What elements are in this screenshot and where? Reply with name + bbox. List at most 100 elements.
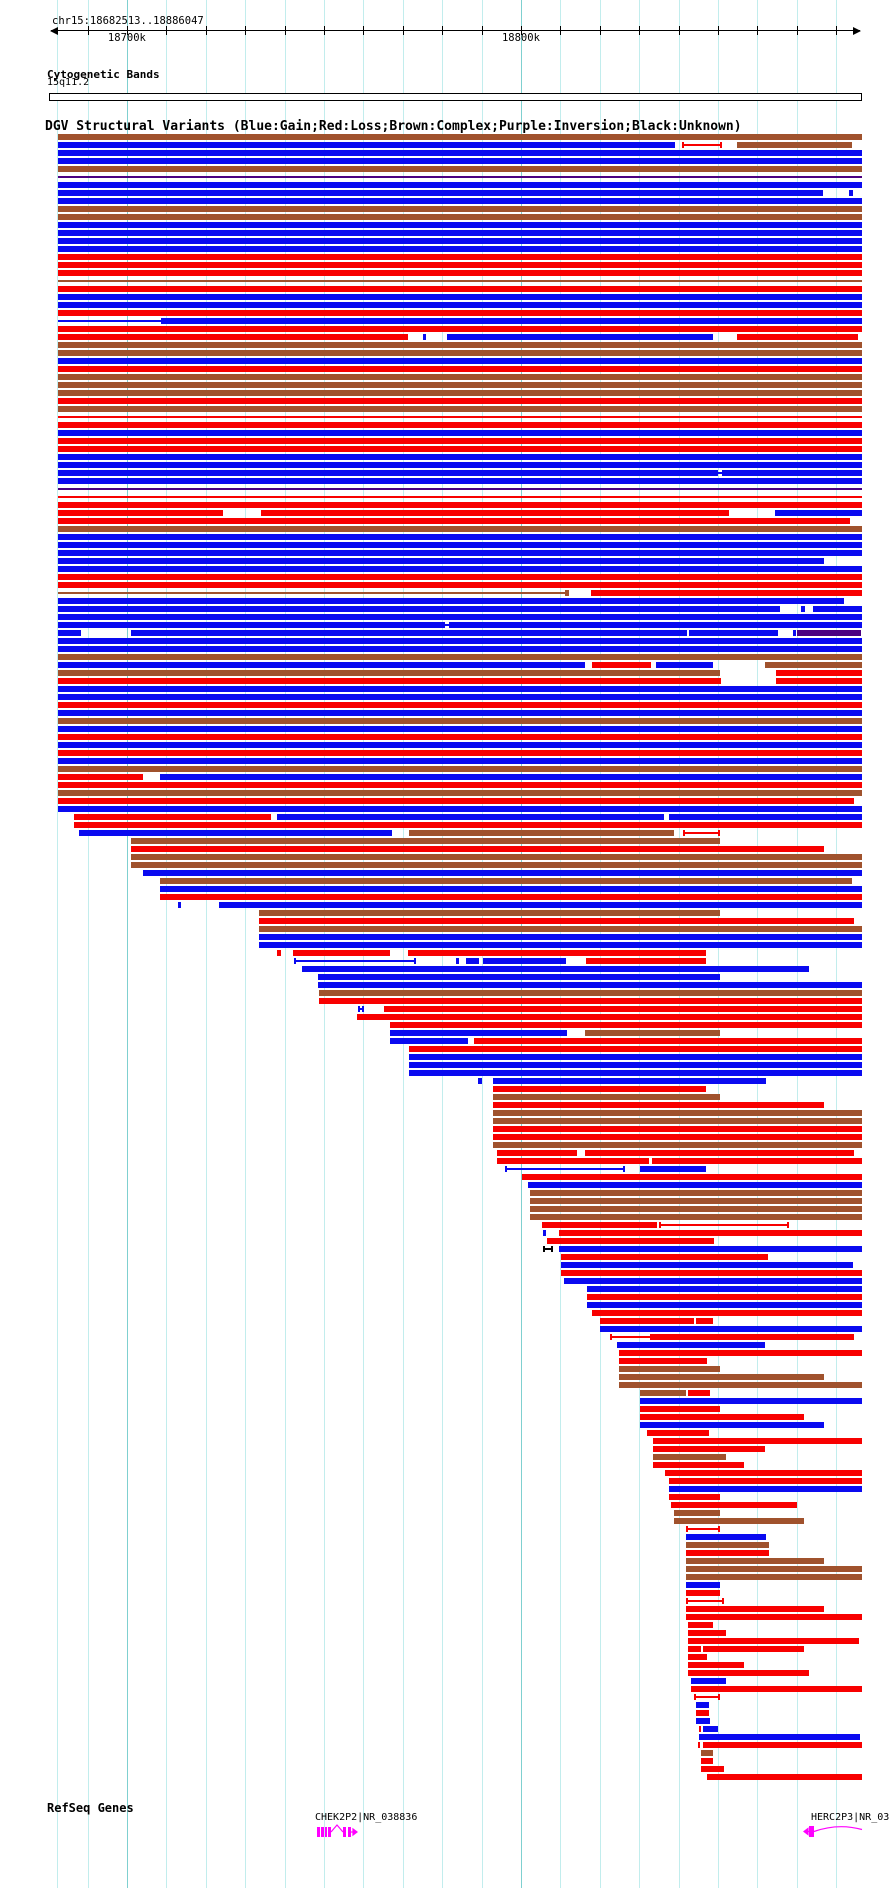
variant-line[interactable] [58, 496, 862, 498]
variant-bar[interactable] [688, 1662, 744, 1668]
variant-bar[interactable] [58, 430, 862, 436]
variant-ibeam[interactable] [694, 1694, 720, 1700]
variant-bar[interactable] [585, 1030, 720, 1036]
variant-bar[interactable] [699, 1734, 860, 1740]
variant-bar[interactable] [674, 1510, 720, 1516]
variant-tick[interactable] [423, 334, 426, 340]
variant-bar[interactable] [686, 1614, 862, 1620]
variant-bar[interactable] [58, 158, 862, 164]
variant-bar[interactable] [58, 454, 862, 460]
variant-bar[interactable] [797, 630, 861, 636]
variant-bar[interactable] [259, 942, 862, 948]
variant-bar[interactable] [74, 814, 271, 820]
variant-bar[interactable] [302, 966, 809, 972]
variant-bar[interactable] [131, 630, 687, 636]
variant-bar[interactable] [58, 670, 720, 676]
variant-line[interactable] [58, 416, 862, 418]
variant-bar[interactable] [703, 1646, 804, 1652]
variant-bar[interactable] [58, 478, 862, 484]
variant-bar[interactable] [653, 1462, 744, 1468]
variant-bar[interactable] [160, 774, 862, 780]
variant-bar[interactable] [640, 1406, 720, 1412]
variant-bar[interactable] [58, 742, 862, 748]
variant-bar[interactable] [58, 646, 862, 652]
variant-bar[interactable] [528, 1182, 862, 1188]
variant-bar[interactable] [474, 1038, 862, 1044]
variant-bar[interactable] [564, 1278, 862, 1284]
variant-bar[interactable] [776, 678, 862, 684]
variant-bar[interactable] [497, 1150, 577, 1156]
variant-bar[interactable] [318, 974, 720, 980]
variant-bar[interactable] [58, 326, 862, 332]
variant-bar[interactable] [586, 958, 706, 964]
variant-bar[interactable] [58, 366, 862, 372]
variant-bar[interactable] [79, 830, 392, 836]
variant-line[interactable] [58, 280, 862, 282]
variant-bar[interactable] [219, 902, 862, 908]
variant-bar[interactable] [656, 662, 713, 668]
variant-bar[interactable] [561, 1270, 862, 1276]
variant-bar[interactable] [58, 702, 862, 708]
variant-bar[interactable] [58, 134, 862, 140]
variant-bar[interactable] [58, 774, 143, 780]
variant-bar[interactable] [561, 1262, 853, 1268]
variant-bar[interactable] [493, 1134, 862, 1140]
variant-bar[interactable] [696, 1710, 709, 1716]
variant-bar[interactable] [691, 1686, 862, 1692]
variant-bar[interactable] [408, 950, 706, 956]
variant-bar[interactable] [686, 1590, 720, 1596]
variant-bar[interactable] [58, 166, 862, 172]
variant-bar[interactable] [701, 1750, 713, 1756]
variant-bar[interactable] [58, 374, 862, 380]
variant-bar[interactable] [143, 870, 862, 876]
variant-bar[interactable] [652, 1158, 862, 1164]
variant-bar[interactable] [765, 662, 862, 668]
variant-bar[interactable] [259, 918, 854, 924]
variant-bar[interactable] [58, 230, 862, 236]
variant-bar[interactable] [357, 1014, 862, 1020]
variant-bar[interactable] [688, 1670, 809, 1676]
variant-bar[interactable] [686, 1582, 720, 1588]
variant-bar[interactable] [737, 334, 858, 340]
variant-bar[interactable] [58, 574, 862, 580]
variant-bar[interactable] [58, 206, 862, 212]
variant-bar[interactable] [319, 998, 862, 1004]
variant-bar[interactable] [647, 1430, 709, 1436]
variant-tick[interactable] [801, 606, 805, 612]
variant-bar[interactable] [493, 1126, 862, 1132]
variant-bar[interactable] [674, 1518, 804, 1524]
variant-bar[interactable] [409, 1070, 862, 1076]
variant-bar[interactable] [652, 1334, 854, 1340]
variant-bar[interactable] [58, 638, 862, 644]
variant-bar[interactable] [160, 878, 852, 884]
variant-bar[interactable] [703, 1742, 862, 1748]
variant-line[interactable] [58, 592, 565, 594]
variant-tick[interactable] [277, 950, 281, 956]
variant-bar[interactable] [703, 1726, 718, 1732]
variant-ibeam[interactable] [659, 1222, 789, 1228]
variant-bar[interactable] [619, 1350, 862, 1356]
variant-bar[interactable] [58, 606, 780, 612]
variant-bar[interactable] [58, 214, 862, 220]
variant-bar[interactable] [493, 1102, 824, 1108]
variant-bar[interactable] [669, 1478, 862, 1484]
variant-bar[interactable] [58, 462, 862, 468]
variant-bar[interactable] [587, 1294, 862, 1300]
variant-bar[interactable] [58, 182, 862, 188]
variant-bar[interactable] [722, 470, 862, 476]
variant-bar[interactable] [58, 622, 445, 628]
variant-bar[interactable] [688, 1654, 707, 1660]
variant-bar[interactable] [640, 1166, 706, 1172]
variant-bar[interactable] [259, 926, 862, 932]
variant-bar[interactable] [691, 1678, 726, 1684]
variant-bar[interactable] [559, 1246, 862, 1252]
variant-bar[interactable] [409, 1054, 862, 1060]
variant-bar[interactable] [640, 1390, 686, 1396]
variant-ibeam[interactable] [682, 142, 722, 148]
variant-bar[interactable] [671, 1502, 797, 1508]
variant-bar[interactable] [261, 510, 729, 516]
variant-bar[interactable] [617, 1342, 765, 1348]
variant-bar[interactable] [74, 822, 862, 828]
variant-bar[interactable] [793, 630, 796, 636]
variant-bar[interactable] [58, 334, 408, 340]
